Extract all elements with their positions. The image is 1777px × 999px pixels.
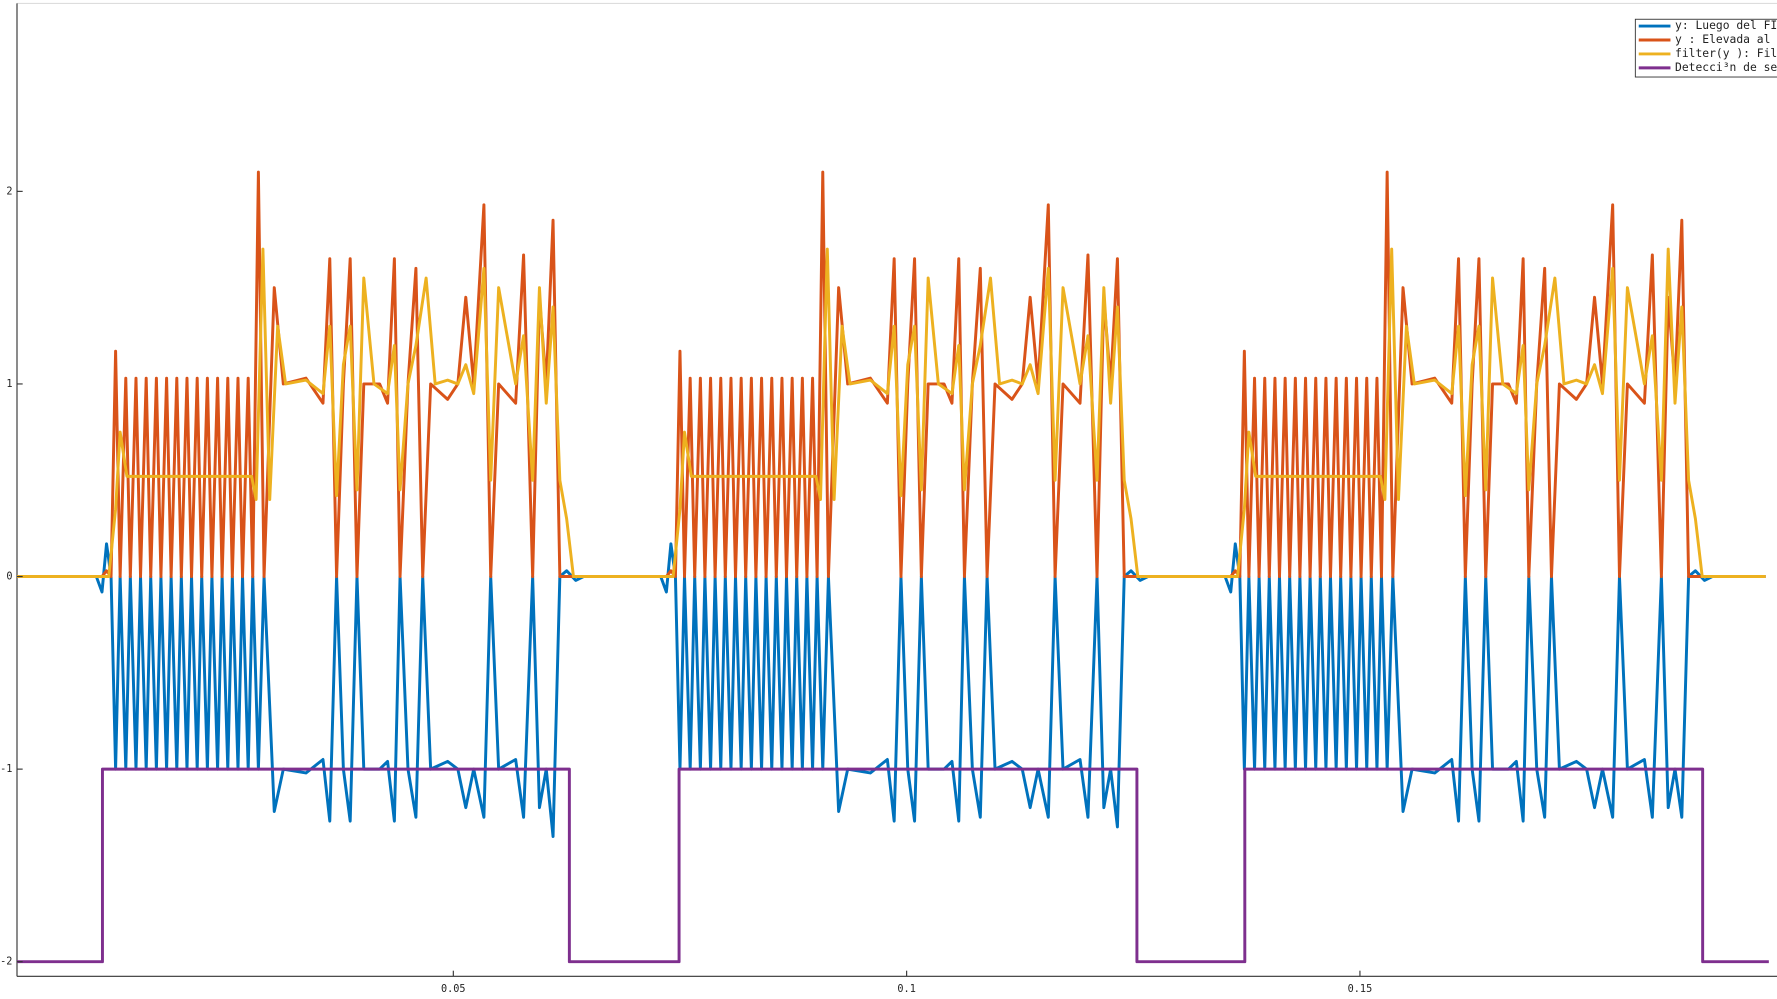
x-tick-label: 0.15 <box>1348 984 1373 995</box>
x-tick-label: 0.05 <box>441 984 466 995</box>
series-line <box>16 170 1766 579</box>
legend-label: y : Elevada al cu <box>1675 32 1777 46</box>
plot-area <box>16 170 1769 964</box>
legend-label: filter(y ): Filtr <box>1675 46 1777 60</box>
y-tick-label: 0 <box>6 572 12 583</box>
series-line <box>16 247 1766 579</box>
y-tick-label: -2 <box>0 957 12 968</box>
series-line <box>16 767 1769 964</box>
series-line <box>16 542 1766 839</box>
legend-box <box>1634 18 1777 78</box>
legend-label: y: Luego del FIR <box>1675 18 1777 32</box>
legend-label: Detecci³n de señ <box>1675 60 1777 74</box>
x-tick-label: 0.1 <box>897 984 915 995</box>
y-tick-label: -1 <box>0 764 12 775</box>
y-tick-label: 2 <box>6 186 12 197</box>
y-tick-label: 1 <box>6 379 12 390</box>
